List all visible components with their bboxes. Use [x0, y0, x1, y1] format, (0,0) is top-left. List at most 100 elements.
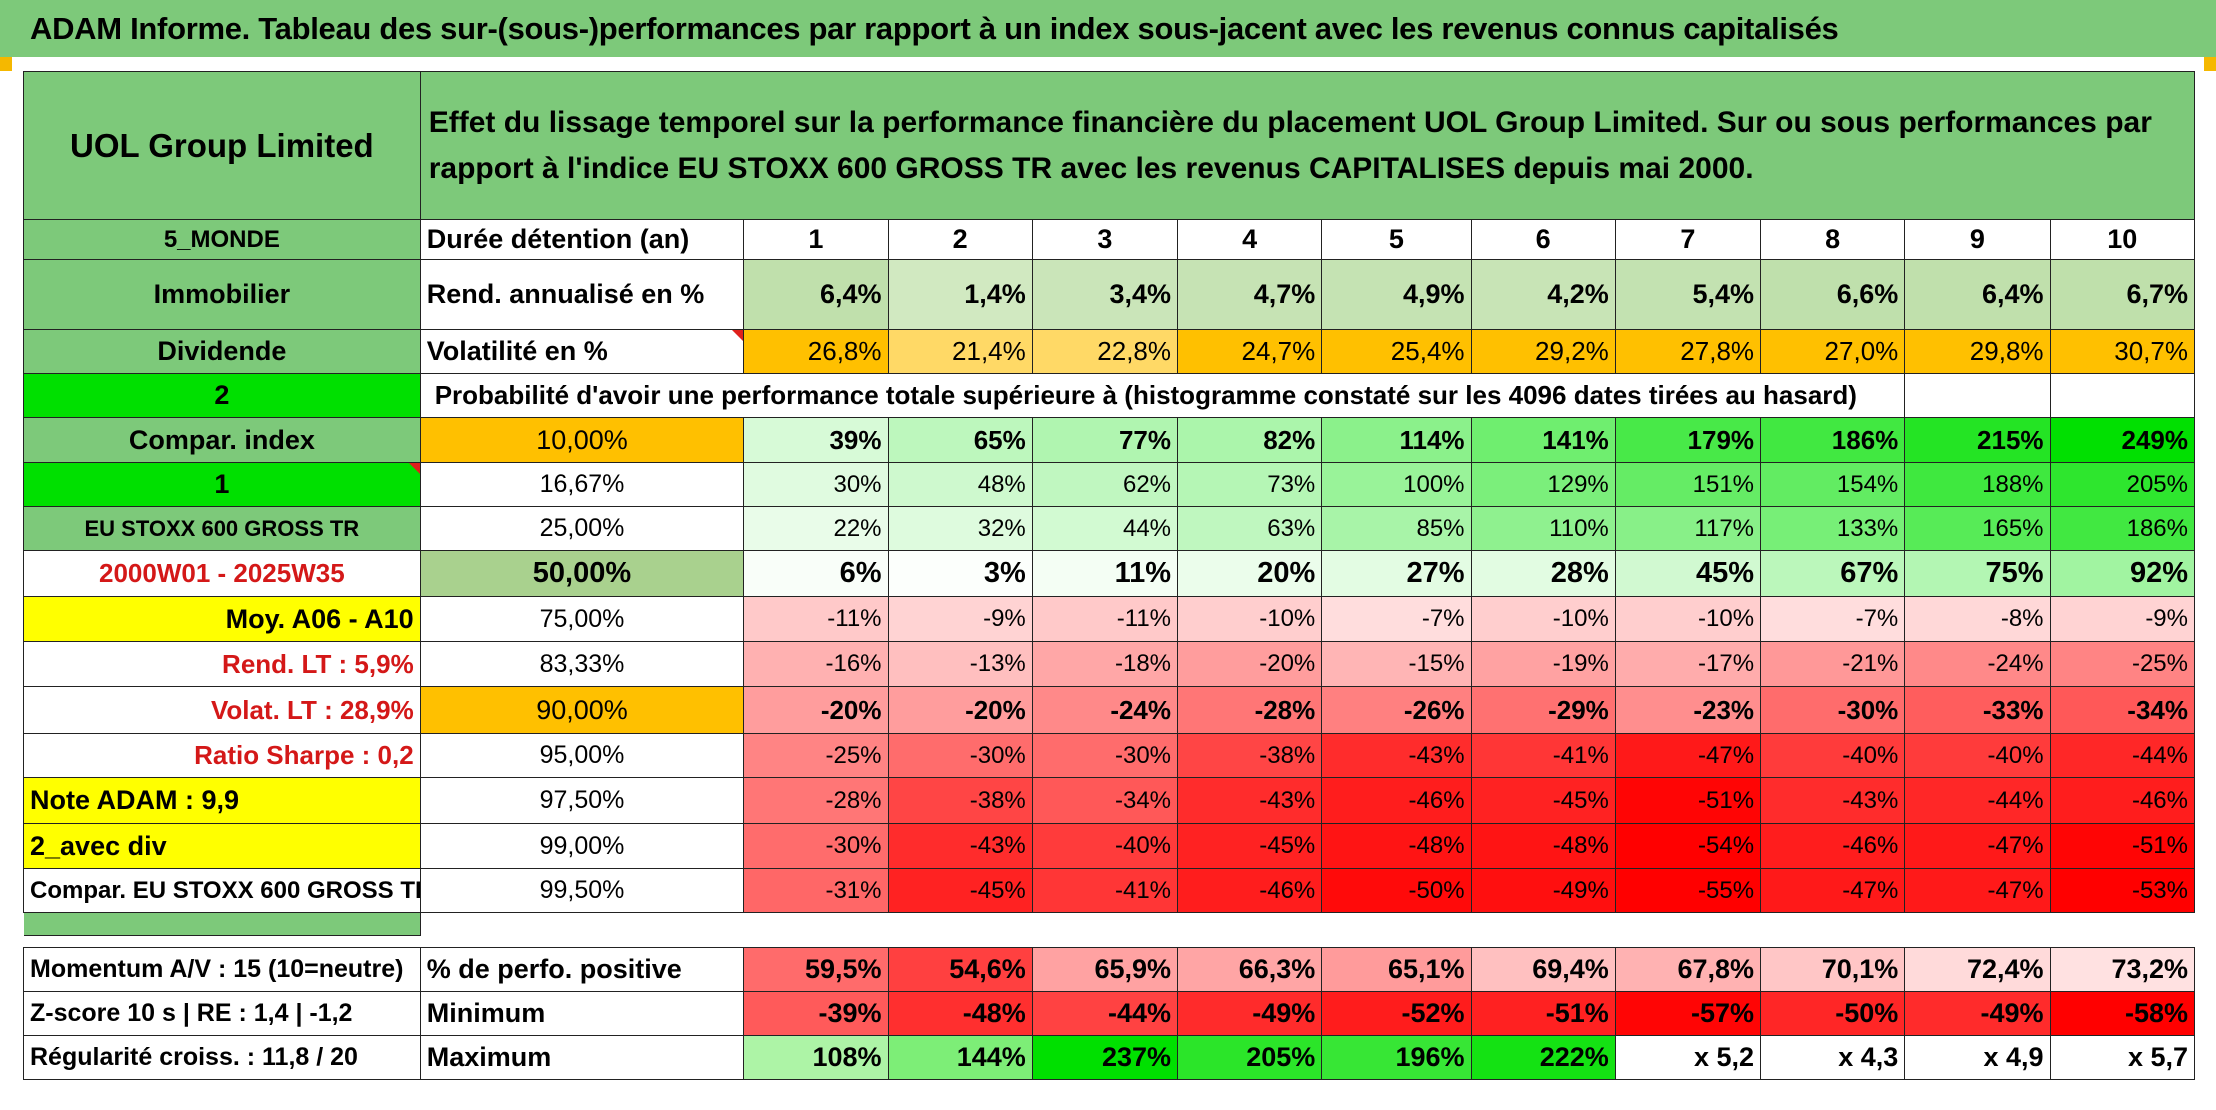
percentile-value: -7% — [1321, 596, 1472, 642]
long-term-volatility: Volat. LT : 28,9% — [23, 686, 421, 734]
corner-marker — [2204, 57, 2216, 71]
year-header: 7 — [1614, 219, 1762, 260]
percentile-value: -50% — [1321, 868, 1472, 913]
percentile-value: 92% — [2049, 550, 2196, 597]
percentile-value: -43% — [1760, 777, 1906, 824]
percentile-value: -45% — [887, 868, 1033, 913]
gap-row — [23, 935, 2195, 948]
percentile-value: 32% — [887, 506, 1033, 551]
percentile-value: -31% — [743, 868, 889, 913]
description: Effet du lissage temporel sur la perform… — [419, 71, 2196, 220]
percentile-value: 85% — [1321, 506, 1472, 551]
percentile-value: 63% — [1177, 506, 1323, 551]
page-title: ADAM Informe. Tableau des sur-(sous-)per… — [0, 0, 2216, 57]
percentile-value: 6% — [743, 550, 889, 597]
percentile-value: -11% — [1031, 596, 1179, 642]
year-header: 4 — [1177, 219, 1323, 260]
positive-perf-value: 67,8% — [1614, 947, 1762, 992]
average-label: Moy. A06 - A10 — [23, 596, 421, 642]
maximum-value: 237% — [1031, 1035, 1179, 1080]
percentile-value: -34% — [2049, 686, 2196, 734]
percentile-value: -54% — [1614, 823, 1762, 869]
percentile-value: -23% — [1614, 686, 1762, 734]
percentile-value: -30% — [887, 733, 1033, 778]
percentile-value: -25% — [2049, 641, 2196, 687]
percentile-value: -40% — [1760, 733, 1906, 778]
percentile-value: -51% — [1614, 777, 1762, 824]
minimum-value: -58% — [2049, 991, 2196, 1036]
volatility-value: 29,8% — [1904, 329, 2051, 374]
percentile-value: -38% — [1177, 733, 1323, 778]
minimum-value: -57% — [1614, 991, 1762, 1036]
percentile-value: 141% — [1470, 417, 1616, 463]
annual-return-value: 1,4% — [887, 259, 1033, 330]
annual-return-value: 4,7% — [1177, 259, 1323, 330]
percentile-value: 186% — [1760, 417, 1906, 463]
percentile-value: 77% — [1031, 417, 1179, 463]
positive-perf-value: 72,4% — [1904, 947, 2051, 992]
maximum-value: 108% — [743, 1035, 889, 1080]
percentile-value: -46% — [1760, 823, 1906, 869]
annual-return-value: 6,6% — [1760, 259, 1906, 330]
percentile-value: 215% — [1904, 417, 2051, 463]
compar-index-label: Compar. index — [23, 417, 421, 463]
percentile-value: -18% — [1031, 641, 1179, 687]
maximum-value: x 4,9 — [1904, 1035, 2051, 1080]
percentile-label: 99,50% — [419, 868, 745, 913]
percentile-value: -41% — [1470, 733, 1616, 778]
percentile-value: -46% — [1321, 777, 1472, 824]
percentile-value: 27% — [1321, 550, 1472, 597]
percentile-value: -15% — [1321, 641, 1472, 687]
index-name: EU STOXX 600 GROSS TR — [23, 506, 421, 551]
percentile-value: -16% — [743, 641, 889, 687]
percentile-value: -30% — [1760, 686, 1906, 734]
year-header: 10 — [2049, 219, 2196, 260]
percentile-value: 186% — [2049, 506, 2196, 551]
minimum-value: -50% — [1760, 991, 1906, 1036]
percentile-value: -28% — [743, 777, 889, 824]
percentile-value: -43% — [887, 823, 1033, 869]
year-header: 1 — [743, 219, 889, 260]
percentile-value: 165% — [1904, 506, 2051, 551]
positive-perf-value: 54,6% — [887, 947, 1033, 992]
percentile-value: 48% — [887, 462, 1033, 507]
percentile-value: -49% — [1470, 868, 1616, 913]
maximum-value: 196% — [1321, 1035, 1472, 1080]
percentile-value: 82% — [1177, 417, 1323, 463]
percentile-label: 50,00% — [419, 550, 745, 597]
sector-label: Immobilier — [23, 259, 421, 330]
volatility-value: 27,8% — [1614, 329, 1762, 374]
volatility-label: Volatilité en % — [419, 329, 745, 374]
percentile-label: 97,50% — [419, 777, 745, 824]
annual-return-value: 4,2% — [1470, 259, 1616, 330]
performance-table: UOL Group Limited Effet du lissage tempor… — [23, 71, 2196, 1080]
annual-return-value: 6,7% — [2049, 259, 2196, 330]
spacer-cell — [23, 912, 421, 936]
year-header: 2 — [887, 219, 1033, 260]
minimum-value: -51% — [1470, 991, 1616, 1036]
positive-perf-value: 65,1% — [1321, 947, 1472, 992]
percentile-value: -48% — [1321, 823, 1472, 869]
year-header: 9 — [1904, 219, 2051, 260]
maximum-value: 144% — [887, 1035, 1033, 1080]
maximum-value: x 5,7 — [2049, 1035, 2196, 1080]
annual-return-value: 4,9% — [1321, 259, 1472, 330]
maximum-value: x 5,2 — [1614, 1035, 1762, 1080]
percentile-value: -21% — [1760, 641, 1906, 687]
percentile-value: 20% — [1177, 550, 1323, 597]
company-name: UOL Group Limited — [23, 71, 421, 220]
percentile-label: 10,00% — [419, 417, 745, 463]
minimum-value: -39% — [743, 991, 889, 1036]
percentile-value: 28% — [1470, 550, 1616, 597]
percentile-value: -30% — [1031, 733, 1179, 778]
percentile-value: -51% — [2049, 823, 2196, 869]
percentile-label: 25,00% — [419, 506, 745, 551]
percentile-label: 83,33% — [419, 641, 745, 687]
percentile-value: 154% — [1760, 462, 1906, 507]
percentile-value: -29% — [1470, 686, 1616, 734]
percentile-value: 188% — [1904, 462, 2051, 507]
percentile-value: -24% — [1904, 641, 2051, 687]
probability-heading: Probabilité d'avoir une performance tota… — [419, 373, 1906, 418]
spacer-cell — [420, 912, 2195, 936]
percentile-value: -30% — [743, 823, 889, 869]
